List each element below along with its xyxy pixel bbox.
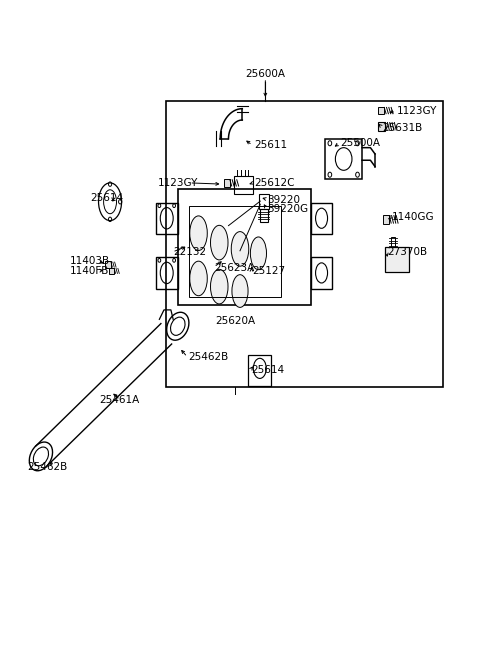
Bar — [248, 354, 271, 386]
Bar — [156, 257, 178, 289]
Text: 39220G: 39220G — [268, 204, 309, 214]
Bar — [189, 206, 281, 297]
Bar — [106, 261, 111, 268]
Bar — [178, 189, 312, 305]
Bar — [385, 247, 409, 272]
Bar — [378, 122, 385, 131]
Bar — [312, 257, 332, 289]
Text: 25500A: 25500A — [340, 138, 381, 148]
Ellipse shape — [232, 274, 248, 307]
Text: 25600A: 25600A — [245, 69, 285, 79]
Ellipse shape — [190, 261, 207, 296]
Ellipse shape — [211, 269, 228, 304]
Bar — [108, 268, 114, 274]
Bar — [378, 107, 384, 115]
Bar — [312, 202, 332, 234]
Text: 39220: 39220 — [268, 195, 300, 205]
Text: 25614: 25614 — [251, 365, 284, 375]
Text: 25612C: 25612C — [254, 178, 294, 188]
Bar — [260, 210, 268, 222]
Text: 25614: 25614 — [90, 193, 123, 203]
Text: 25623A: 25623A — [215, 263, 255, 272]
Ellipse shape — [231, 232, 249, 266]
Text: 25631B: 25631B — [382, 122, 422, 132]
Text: 25611: 25611 — [254, 140, 287, 150]
Text: 22132: 22132 — [173, 247, 206, 257]
Bar — [156, 202, 178, 234]
Text: 11403B: 11403B — [70, 256, 109, 266]
Text: 1123GY: 1123GY — [396, 105, 437, 115]
Bar — [166, 101, 443, 387]
Bar — [234, 176, 253, 194]
Ellipse shape — [190, 216, 207, 250]
Text: 25462B: 25462B — [188, 352, 228, 362]
Bar — [259, 194, 269, 210]
Ellipse shape — [251, 237, 266, 270]
Text: 1123GY: 1123GY — [158, 178, 198, 188]
Text: 27370B: 27370B — [387, 247, 428, 257]
Text: 1140GG: 1140GG — [392, 212, 435, 222]
Bar — [391, 237, 396, 247]
Text: 25462B: 25462B — [27, 462, 67, 472]
Text: 25620A: 25620A — [216, 316, 255, 326]
Text: 1140FB: 1140FB — [70, 266, 109, 276]
Ellipse shape — [211, 225, 228, 260]
Text: 25461A: 25461A — [99, 395, 140, 405]
Bar — [383, 215, 389, 224]
Text: 25127: 25127 — [252, 266, 286, 276]
Bar — [224, 179, 230, 187]
Bar — [325, 139, 362, 179]
